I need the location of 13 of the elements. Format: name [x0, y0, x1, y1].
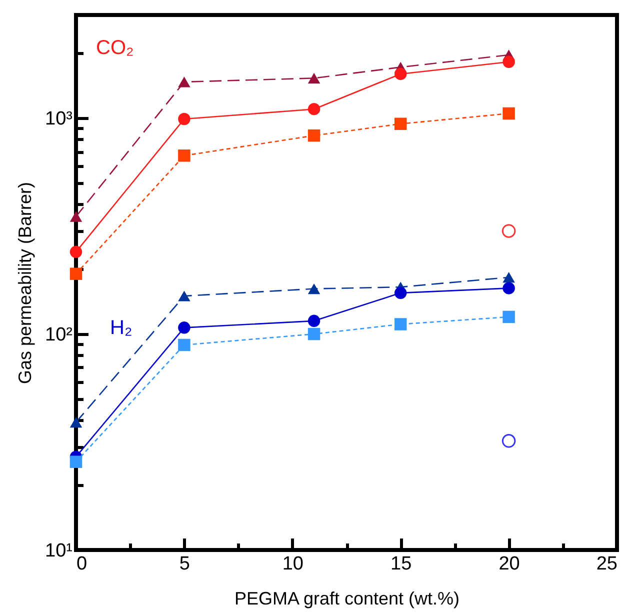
- y-axis-title: Gas permeability (Barrer): [15, 182, 36, 384]
- x-tick-label: 5: [179, 554, 190, 574]
- annotation: CO₂: [96, 37, 134, 59]
- y-tick-label: 10¹: [45, 540, 72, 562]
- x-tick-label: 15: [390, 554, 412, 574]
- x-tick-label: 25: [596, 554, 618, 574]
- y-tick-label: 10²: [45, 324, 72, 346]
- y-tick-label: 10³: [45, 108, 72, 130]
- x-axis-title: PEGMA graft content (wt.%): [234, 588, 460, 608]
- x-tick-label: 0: [76, 554, 88, 574]
- x-tick-label: 20: [498, 554, 520, 574]
- x-tick-label: 10: [282, 554, 304, 574]
- annotation: H₂: [110, 317, 132, 339]
